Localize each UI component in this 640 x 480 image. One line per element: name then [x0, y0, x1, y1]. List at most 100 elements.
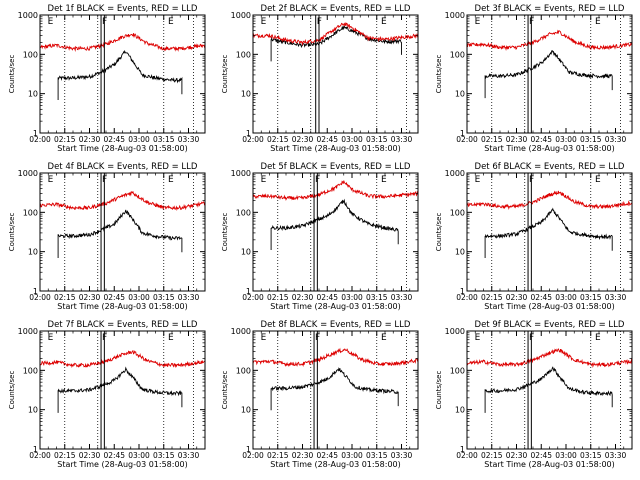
y-tick-label: 1000: [231, 169, 251, 178]
interval-letter: E: [261, 175, 267, 185]
x-tick-label: 02:15: [267, 135, 289, 144]
x-tick-label: 02:15: [54, 451, 76, 460]
lld-series-line: [252, 21, 419, 46]
x-tick-label: 03:15: [366, 451, 388, 460]
x-tick-label: 03:00: [341, 135, 363, 144]
x-tick-label: 03:15: [580, 451, 602, 460]
x-tick-label: 02:30: [292, 293, 314, 302]
interval-letter: F: [315, 175, 320, 185]
x-tick-label: 02:45: [103, 451, 125, 460]
y-axis-label: Counts/sec: [435, 371, 443, 410]
y-axis-label: Counts/sec: [8, 371, 16, 410]
interval-letter: E: [595, 333, 601, 343]
x-tick-label: 02:15: [54, 293, 76, 302]
x-tick-label: 03:00: [555, 451, 577, 460]
y-tick-label: 10: [455, 90, 465, 99]
x-tick-label: 03:30: [178, 135, 200, 144]
x-tick-label: 02:45: [316, 135, 338, 144]
interval-letter: E: [168, 333, 174, 343]
x-tick-label: 02:45: [530, 135, 552, 144]
plot-frame: [252, 172, 419, 292]
x-tick-label: 02:15: [481, 451, 503, 460]
x-tick-label: 03:30: [391, 451, 413, 460]
x-tick-label: 02:00: [242, 451, 264, 460]
lld-series-line: [39, 33, 206, 52]
y-axis-label: Counts/sec: [8, 213, 16, 252]
detector-panel: Det 6f BLACK = Events, RED = LLD E F E 1 10 10…: [435, 162, 633, 311]
y-tick-label: 1: [33, 129, 38, 138]
y-tick-label: 100: [450, 50, 465, 59]
x-tick-label: 03:00: [555, 293, 577, 302]
x-tick-label: 03:00: [128, 451, 150, 460]
panel-title: Det 4f BLACK = Events, RED = LLD: [48, 162, 198, 172]
x-tick-label: 03:30: [605, 135, 627, 144]
x-tick-label: 03:15: [366, 135, 388, 144]
x-tick-label: 03:15: [153, 451, 175, 460]
x-tick-label: 03:15: [580, 293, 602, 302]
interval-letter: E: [595, 175, 601, 185]
detector-panel: Det 4f BLACK = Events, RED = LLD E F E 1 10 10…: [8, 162, 206, 311]
interval-letter: F: [529, 17, 534, 27]
x-tick-label: 03:00: [341, 451, 363, 460]
y-tick-label: 100: [23, 366, 38, 375]
panel-title: Det 1f BLACK = Events, RED = LLD: [48, 4, 198, 14]
y-tick-label: 100: [23, 50, 38, 59]
y-axis-label: Counts/sec: [221, 371, 229, 410]
x-tick-label: 02:30: [292, 451, 314, 460]
x-axis-label: Start Time (28-Aug-03 01:58:00): [484, 144, 615, 153]
panel-title: Det 8f BLACK = Events, RED = LLD: [261, 320, 411, 330]
y-tick-label: 1: [33, 445, 38, 454]
x-tick-label: 02:45: [316, 451, 338, 460]
y-axis-label: Counts/sec: [435, 213, 443, 252]
interval-letter: E: [381, 17, 387, 27]
interval-letter: E: [261, 333, 267, 343]
panel-title: Det 7f BLACK = Events, RED = LLD: [48, 320, 198, 330]
y-tick-label: 10: [28, 248, 38, 257]
y-tick-label: 100: [236, 50, 251, 59]
y-tick-label: 10: [28, 90, 38, 99]
plot-frame: [466, 172, 633, 292]
x-tick-label: 03:30: [391, 293, 413, 302]
y-tick-label: 100: [236, 366, 251, 375]
interval-letter: F: [102, 17, 107, 27]
x-tick-label: 02:30: [292, 135, 314, 144]
events-series-line: [484, 366, 613, 413]
interval-letter: E: [168, 17, 174, 27]
events-series-line: [270, 198, 399, 250]
x-tick-label: 02:30: [79, 451, 101, 460]
lld-series-line: [466, 348, 633, 368]
y-tick-label: 10: [28, 406, 38, 415]
interval-letter: E: [261, 17, 267, 27]
events-series-line: [484, 50, 613, 99]
x-tick-label: 02:00: [29, 451, 51, 460]
events-series-line: [270, 25, 402, 62]
x-tick-label: 02:45: [316, 293, 338, 302]
x-tick-label: 02:45: [103, 293, 125, 302]
y-tick-label: 1000: [445, 11, 465, 20]
panel-title: Det 9f BLACK = Events, RED = LLD: [475, 320, 625, 330]
y-tick-label: 1: [246, 445, 251, 454]
panel-title: Det 6f BLACK = Events, RED = LLD: [475, 162, 625, 172]
interval-letter: E: [381, 175, 387, 185]
lld-series-line: [252, 347, 419, 368]
y-tick-label: 10: [241, 90, 251, 99]
x-tick-label: 03:00: [128, 293, 150, 302]
x-axis-label: Start Time (28-Aug-03 01:58:00): [57, 302, 188, 311]
detector-panel: Det 3f BLACK = Events, RED = LLD E F E 1 10 10…: [435, 4, 633, 153]
interval-letter: E: [595, 17, 601, 27]
x-axis-label: Start Time (28-Aug-03 01:58:00): [57, 460, 188, 469]
y-axis-label: Counts/sec: [8, 55, 16, 94]
x-tick-label: 03:30: [391, 135, 413, 144]
plot-frame: [39, 172, 206, 292]
events-series-line: [484, 207, 613, 258]
x-tick-label: 02:30: [79, 293, 101, 302]
y-tick-label: 1: [246, 287, 251, 296]
detector-panel: Det 1f BLACK = Events, RED = LLD E F E 1 10 10…: [8, 4, 206, 153]
y-tick-label: 1000: [445, 327, 465, 336]
interval-letter: E: [475, 175, 481, 185]
events-series-line: [57, 366, 183, 413]
x-tick-label: 03:30: [178, 293, 200, 302]
interval-letter: E: [48, 17, 54, 27]
detector-panel: Det 2f BLACK = Events, RED = LLD E F E 1 10 10…: [221, 4, 419, 153]
